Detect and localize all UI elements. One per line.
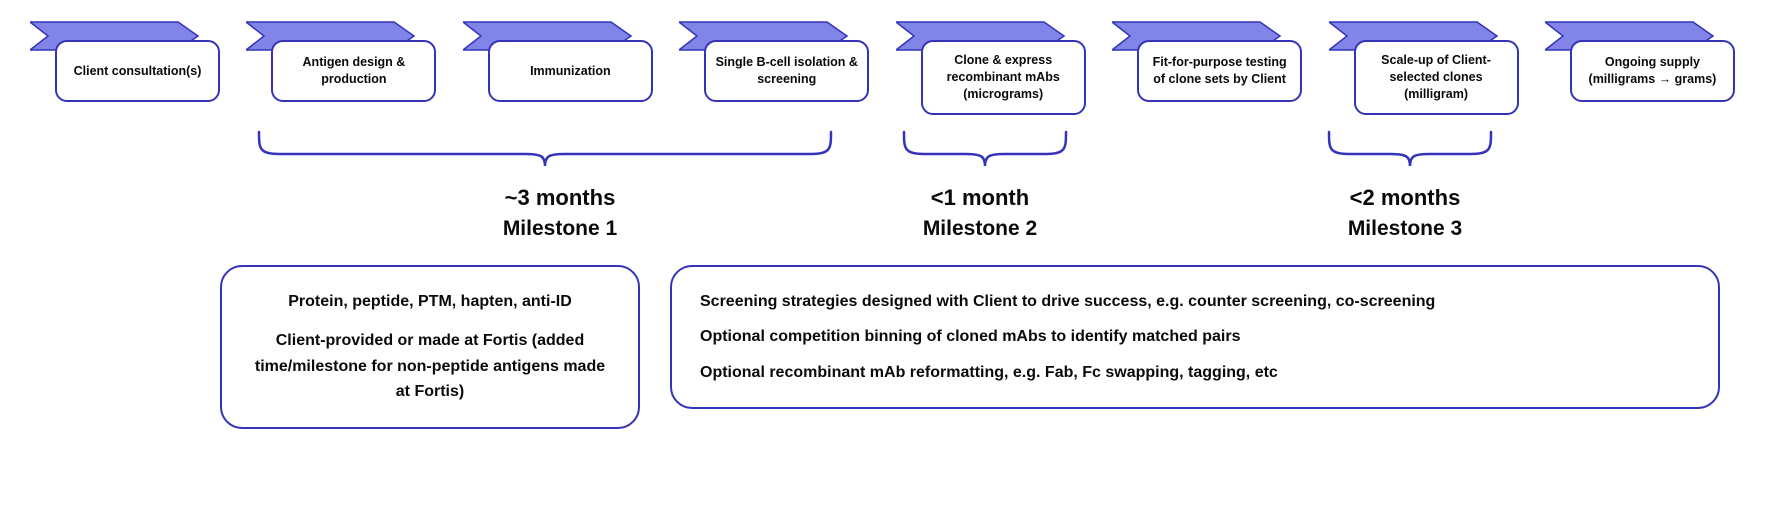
milestone-duration: <1 month [880, 185, 1080, 211]
info-line: Optional competition binning of cloned m… [700, 324, 1690, 350]
step-box-label: Ongoing supply (milligrams → grams) [1570, 40, 1735, 102]
info-line: Optional recombinant mAb reformatting, e… [700, 360, 1690, 386]
step-ongoing-supply: Ongoing supply (milligrams → grams) [1545, 20, 1745, 115]
milestone-2: <1 month Milestone 2 [880, 185, 1080, 241]
step-fit-for-purpose: Fit-for-purpose testing of clone sets by… [1112, 20, 1312, 115]
info-box-screening: Screening strategies designed with Clien… [670, 265, 1720, 410]
info-line: Protein, peptide, PTM, hapten, anti-ID [250, 289, 610, 315]
step-box-label: Client consultation(s) [55, 40, 220, 102]
milestone-row: ~3 months Milestone 1 <1 month Milestone… [30, 185, 1745, 255]
step-scale-up: Scale-up of Client-selected clones (mill… [1329, 20, 1529, 115]
brace-milestone-1 [255, 130, 835, 178]
info-line: Client-provided or made at Fortis (added… [250, 328, 610, 405]
step-box-label: Immunization [488, 40, 653, 102]
process-steps-row: Client consultation(s) Antigen design & … [30, 20, 1745, 115]
step-box-label: Scale-up of Client-selected clones (mill… [1354, 40, 1519, 115]
step-box-label: Fit-for-purpose testing of clone sets by… [1137, 40, 1302, 102]
milestone-duration: ~3 months [460, 185, 660, 211]
brace-milestone-3 [1325, 130, 1495, 178]
step-client-consultation: Client consultation(s) [30, 20, 230, 115]
step-antigen-design: Antigen design & production [246, 20, 446, 115]
step-clone-express: Clone & express recombinant mAbs (microg… [896, 20, 1096, 115]
info-line: Screening strategies designed with Clien… [700, 289, 1690, 315]
brace-row [30, 130, 1745, 185]
info-box-antigen: Protein, peptide, PTM, hapten, anti-ID C… [220, 265, 640, 429]
brace-milestone-2 [900, 130, 1070, 178]
milestone-duration: <2 months [1305, 185, 1505, 211]
step-immunization: Immunization [463, 20, 663, 115]
step-bcell-isolation: Single B-cell isolation & screening [679, 20, 879, 115]
info-row: Protein, peptide, PTM, hapten, anti-ID C… [30, 265, 1745, 445]
milestone-3: <2 months Milestone 3 [1305, 185, 1505, 241]
step-box-label: Clone & express recombinant mAbs (microg… [921, 40, 1086, 115]
milestone-label: Milestone 1 [460, 217, 660, 241]
milestone-label: Milestone 3 [1305, 217, 1505, 241]
step-box-label: Antigen design & production [271, 40, 436, 102]
milestone-label: Milestone 2 [880, 217, 1080, 241]
milestone-1: ~3 months Milestone 1 [460, 185, 660, 241]
step-box-label: Single B-cell isolation & screening [704, 40, 869, 102]
